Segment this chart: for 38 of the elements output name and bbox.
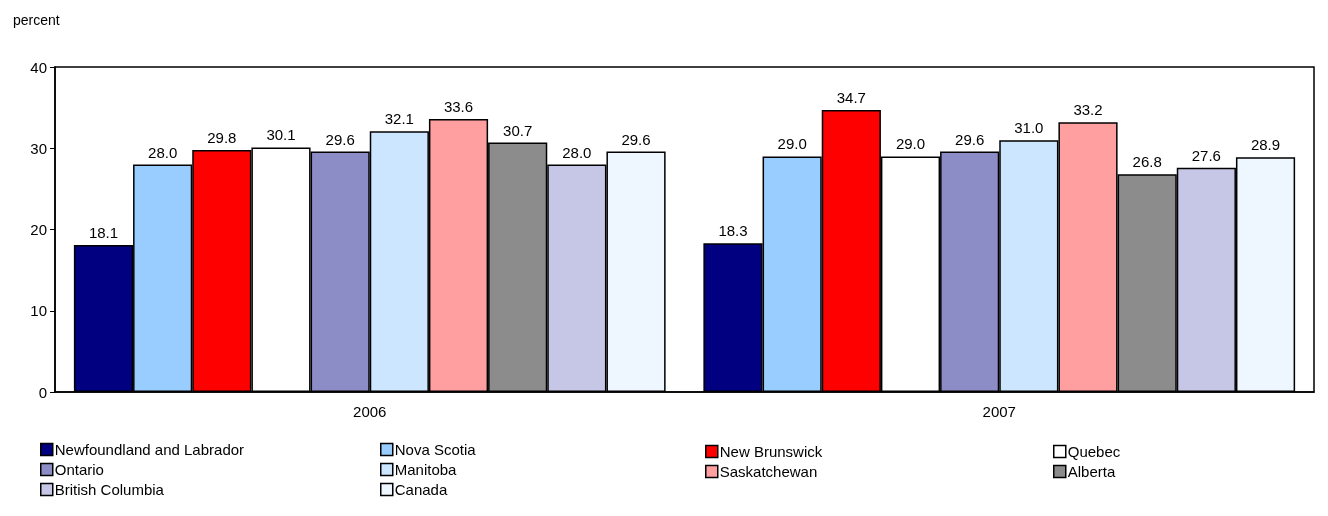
legend-label: Newfoundland and Labrador: [54, 441, 245, 458]
legend-label: New Brunswick: [719, 443, 823, 460]
data-label: 29.8: [207, 128, 237, 146]
data-label: 30.1: [266, 126, 296, 144]
data-label: 29.6: [325, 130, 355, 148]
legend-label: Alberta: [1067, 463, 1116, 480]
data-label: 28.0: [148, 143, 178, 161]
data-label: 29.0: [895, 135, 926, 153]
x-tick-label: 2006: [353, 403, 387, 420]
data-label: 30.7: [503, 121, 533, 139]
data-label: 33.2: [1073, 101, 1103, 119]
data-label: 28.9: [1250, 136, 1281, 154]
data-label: 18.3: [718, 222, 748, 240]
data-label: 31.0: [1014, 119, 1044, 137]
y-tick-label: 40: [30, 58, 47, 76]
data-label: 18.1: [88, 223, 119, 241]
data-label: 28.0: [562, 143, 592, 161]
legend-label: Saskatchewan: [719, 463, 818, 480]
x-tick-label: 2007: [982, 403, 1016, 420]
data-label: 29.6: [621, 130, 651, 148]
legend-label: Manitoba: [394, 461, 458, 478]
data-label: 29.6: [955, 130, 985, 148]
data-label: 27.6: [1191, 146, 1221, 164]
y-tick-label: 0: [38, 383, 47, 401]
data-label: 33.6: [443, 98, 474, 115]
data-label: 29.0: [777, 135, 807, 153]
legend-label: Ontario: [54, 461, 104, 478]
legend-label: Quebec: [1067, 443, 1121, 460]
legend-label: Canada: [394, 481, 448, 498]
y-tick-label: 20: [30, 221, 47, 238]
legend-label: Nova Scotia: [394, 441, 477, 458]
legend-label: British Columbia: [54, 481, 165, 498]
data-label: 34.7: [836, 89, 866, 107]
y-tick-label: 10: [30, 302, 47, 320]
y-tick-label: 30: [30, 139, 47, 157]
y-axis-title: percent: [13, 12, 60, 28]
data-label: 26.8: [1132, 153, 1162, 171]
data-label: 32.1: [384, 110, 414, 128]
